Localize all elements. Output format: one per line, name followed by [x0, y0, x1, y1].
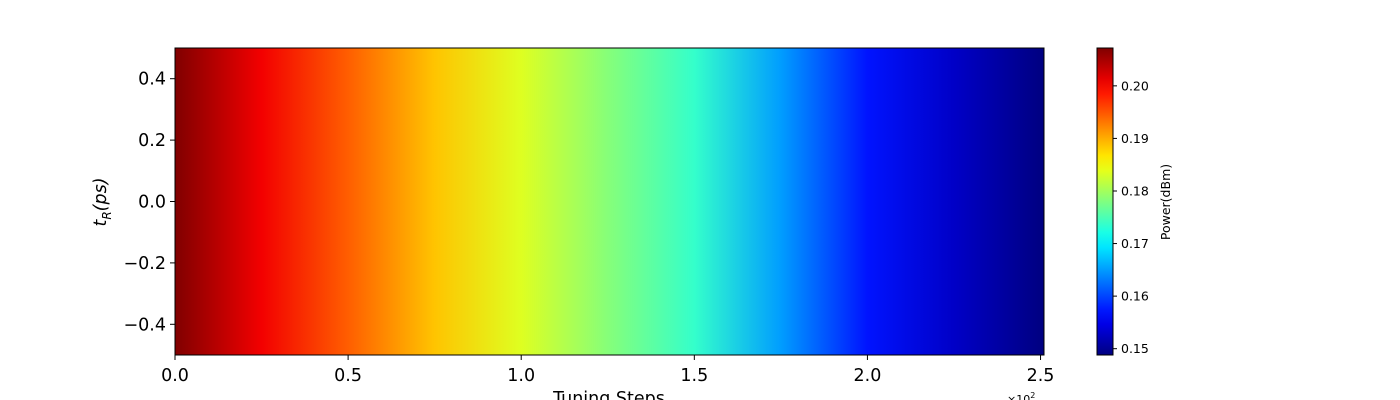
colorbar-tick-label: 0.17 [1121, 236, 1149, 251]
colorbar-tick-label: 0.20 [1121, 78, 1149, 93]
y-axis-ticks: 0.4 0.2 0.0 −0.2 −0.4 [124, 70, 175, 335]
x-tick-label: 0.5 [334, 366, 362, 386]
x-tick-label: 2.0 [854, 366, 882, 386]
y-tick-label: 0.0 [138, 193, 166, 213]
x-tick-label: 2.5 [1027, 366, 1055, 386]
y-tick-label: 0.2 [138, 131, 166, 151]
colorbar-frame [1096, 47, 1114, 356]
x-axis-label: Tuning Steps [552, 389, 665, 400]
x-tick-label: 1.0 [507, 366, 535, 386]
colorbar: 0.15 0.16 0.17 0.18 0.19 0.20 Power(dBm) [1096, 47, 1173, 356]
y-label-subscript: R [100, 211, 114, 219]
y-tick-label: −0.4 [124, 315, 167, 335]
y-axis-label: tR(ps) [91, 177, 114, 226]
heatmap-image [175, 48, 1044, 355]
x-tick-label: 1.5 [680, 366, 708, 386]
x-tick-label: 0.0 [161, 366, 189, 386]
y-label-base: t [91, 219, 111, 227]
colorbar-tick-label: 0.16 [1121, 289, 1149, 304]
colorbar-gradient [1097, 48, 1113, 355]
y-tick-label: 0.4 [138, 70, 166, 90]
colorbar-tick-label: 0.15 [1121, 341, 1149, 356]
y-label-rest: (ps) [91, 177, 111, 211]
colorbar-tick-label: 0.18 [1121, 183, 1149, 198]
x-offset-base: ×10 [1007, 393, 1030, 400]
y-tick-label: −0.2 [124, 254, 167, 274]
x-axis-offset-label: ×102 [1007, 391, 1035, 400]
x-axis-ticks: 0.0 0.5 1.0 1.5 2.0 2.5 [161, 355, 1054, 386]
colorbar-ticks: 0.15 0.16 0.17 0.18 0.19 0.20 [1113, 78, 1149, 356]
colorbar-label: Power(dBm) [1158, 164, 1173, 240]
colorbar-tick-label: 0.19 [1121, 131, 1149, 146]
x-offset-exponent: 2 [1030, 391, 1035, 400]
heatmap-plot: 0.0 0.5 1.0 1.5 2.0 2.5 0.4 0.2 0.0 −0.2 −0.4 Tun… [91, 47, 1054, 400]
